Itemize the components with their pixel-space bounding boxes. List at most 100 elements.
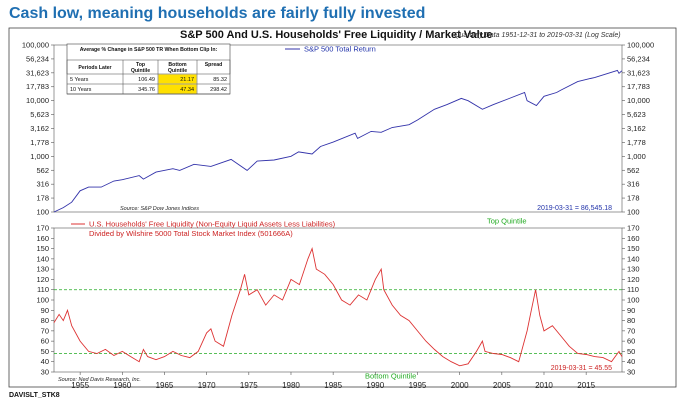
top-y-tick-label-left: 178 <box>36 194 49 203</box>
table-cell: 10 Years <box>70 87 92 93</box>
top-y-tick-label-right: 1,000 <box>627 152 646 161</box>
x-tick-label: 2005 <box>493 381 511 390</box>
bottom-y-tick-label-right: 130 <box>627 265 640 274</box>
bottom-y-tick-label-left: 150 <box>36 244 49 253</box>
top-legend-label: S&P 500 Total Return <box>304 45 376 54</box>
bottom-y-tick-label-right: 80 <box>627 316 635 325</box>
bottom-y-tick-label-right: 40 <box>627 357 635 366</box>
top-y-tick-label-right: 1,778 <box>627 138 646 147</box>
x-tick-label: 2000 <box>451 381 469 390</box>
bottom-y-tick-label-right: 140 <box>627 254 640 263</box>
top-y-tick-label-right: 56,234 <box>627 54 650 63</box>
x-tick-label: 2010 <box>535 381 553 390</box>
figure-subtitle: Quarterly Data 1951-12-31 to 2019-03-31 … <box>454 32 621 39</box>
top-y-tick-label-right: 3,162 <box>627 124 646 133</box>
top-source: Source: S&P Dow Jones Indices <box>120 206 199 212</box>
x-tick-label: 1955 <box>71 381 89 390</box>
bottom-y-tick-label-left: 60 <box>41 337 49 346</box>
table-header-row <box>66 59 231 75</box>
bottom-y-tick-label-left: 160 <box>36 234 49 243</box>
top-last-value: 2019-03-31 = 86,545.18 <box>537 205 612 212</box>
table-header-cell: Spread <box>205 62 223 68</box>
bottom-y-tick-label-right: 150 <box>627 244 640 253</box>
table-cell: 345.76 <box>138 87 155 93</box>
x-axis: 1955 1960 1965 1970 1975 1980 1985 1990 1995 2000… <box>71 372 596 390</box>
top-y-tick-label-left: 10,000 <box>26 96 49 105</box>
top-quintile-label: Top Quintile <box>487 217 527 226</box>
bottom-y-tick-label-right: 90 <box>627 306 635 315</box>
top-y-tick-label-right: 5,623 <box>627 110 646 119</box>
top-y-tick-label-left: 100,000 <box>22 41 49 50</box>
top-y-tick-label-right: 17,783 <box>627 82 650 91</box>
table-cell: 85.32 <box>213 77 227 83</box>
x-tick-label: 1990 <box>366 381 384 390</box>
stats-table: Average % Change in S&P 500 TR When Bott… <box>66 43 231 95</box>
bottom-quintile-label: Bottom Quintile <box>365 372 416 381</box>
table-highlight-cell <box>158 84 197 94</box>
bottom-y-tick-label-right: 160 <box>627 234 640 243</box>
bottom-y-tick-label-left: 50 <box>41 347 49 356</box>
bottom-y-tick-label-left: 30 <box>41 368 49 377</box>
bottom-y-tick-label-left: 40 <box>41 357 49 366</box>
bottom-y-tick-label-left: 170 <box>36 224 49 233</box>
bottom-source: Source: Ned Davis Research, Inc. <box>58 377 141 383</box>
bottom-y-tick-label-left: 100 <box>36 296 49 305</box>
bottom-y-tick-label-left: 140 <box>36 254 49 263</box>
top-y-tick-label-right: 100 <box>627 208 640 217</box>
top-y-tick-label-left: 100 <box>36 208 49 217</box>
top-y-tick-label-right: 100,000 <box>627 41 654 50</box>
bottom-y-tick-label-left: 90 <box>41 306 49 315</box>
x-tick-label: 1975 <box>240 381 258 390</box>
table-cell: 5 Years <box>70 77 89 83</box>
sp500-series-line <box>53 69 623 213</box>
bottom-y-tick-label-right: 50 <box>627 347 635 356</box>
bottom-y-tick-label-left: 110 <box>37 285 49 294</box>
x-tick-label: 1980 <box>282 381 300 390</box>
liquidity-series-line <box>53 247 623 367</box>
top-y-tick-label-left: 562 <box>36 166 49 175</box>
top-y-tick-label-left: 1,778 <box>30 138 49 147</box>
table-header-cell: Periods Later <box>78 65 111 71</box>
bottom-y-tick-label-left: 70 <box>41 326 49 335</box>
top-y-tick-label-left: 5,623 <box>30 110 49 119</box>
bottom-y-tick-label-right: 60 <box>627 337 635 346</box>
table-highlight-cell <box>158 74 197 84</box>
bottom-y-tick-label-right: 170 <box>627 224 640 233</box>
bottom-legend-line-1: U.S. Households' Free Liquidity (Non-Equ… <box>89 220 336 229</box>
x-tick-label: 1960 <box>113 381 131 390</box>
x-tick-label: 1970 <box>198 381 216 390</box>
bottom-last-value: 2019-03-31 = 45.55 <box>551 365 612 372</box>
table-cell: 106.49 <box>138 77 155 83</box>
table-title: Average % Change in S&P 500 TR When Bott… <box>80 47 218 53</box>
x-tick-label: 1995 <box>409 381 427 390</box>
top-y-tick-label-left: 31,623 <box>26 68 49 77</box>
footer-code: DAVISLT_STK8 <box>9 392 60 399</box>
x-tick-label: 2015 <box>577 381 595 390</box>
bottom-y-tick-label-right: 100 <box>627 296 640 305</box>
bottom-y-tick-label-right: 70 <box>627 326 635 335</box>
table-cell: 21.17 <box>180 77 194 83</box>
bottom-y-tick-label-right: 120 <box>627 275 640 284</box>
top-y-tick-label-left: 1,000 <box>30 152 49 161</box>
top-panel: 100,000 100,000 56,234 56,234 31,623 31,623 17… <box>22 41 654 217</box>
top-y-tick-label-right: 316 <box>627 180 640 189</box>
bottom-y-tick-label-left: 130 <box>36 265 49 274</box>
table-header-cell: Top <box>136 62 145 68</box>
x-tick-label: 1965 <box>156 381 174 390</box>
figure-title: S&P 500 And U.S. Households' Free Liquid… <box>180 29 493 41</box>
top-y-tick-label-right: 178 <box>627 194 640 203</box>
top-y-tick-label-right: 562 <box>627 166 640 175</box>
table-cell: 298.42 <box>210 87 227 93</box>
table-header-cell: Bottom <box>168 62 187 68</box>
bottom-y-tick-label-right: 30 <box>627 368 635 377</box>
table-cell: 47.34 <box>180 87 194 93</box>
top-y-tick-label-left: 316 <box>36 180 49 189</box>
bottom-legend-line-2: Divided by Wilshire 5000 Total Stock Mar… <box>89 229 293 238</box>
top-y-tick-label-left: 17,783 <box>26 82 49 91</box>
top-y-tick-label-left: 3,162 <box>30 124 49 133</box>
top-y-tick-label-right: 10,000 <box>627 96 650 105</box>
x-tick-label: 1985 <box>324 381 342 390</box>
table-frame <box>66 43 231 95</box>
